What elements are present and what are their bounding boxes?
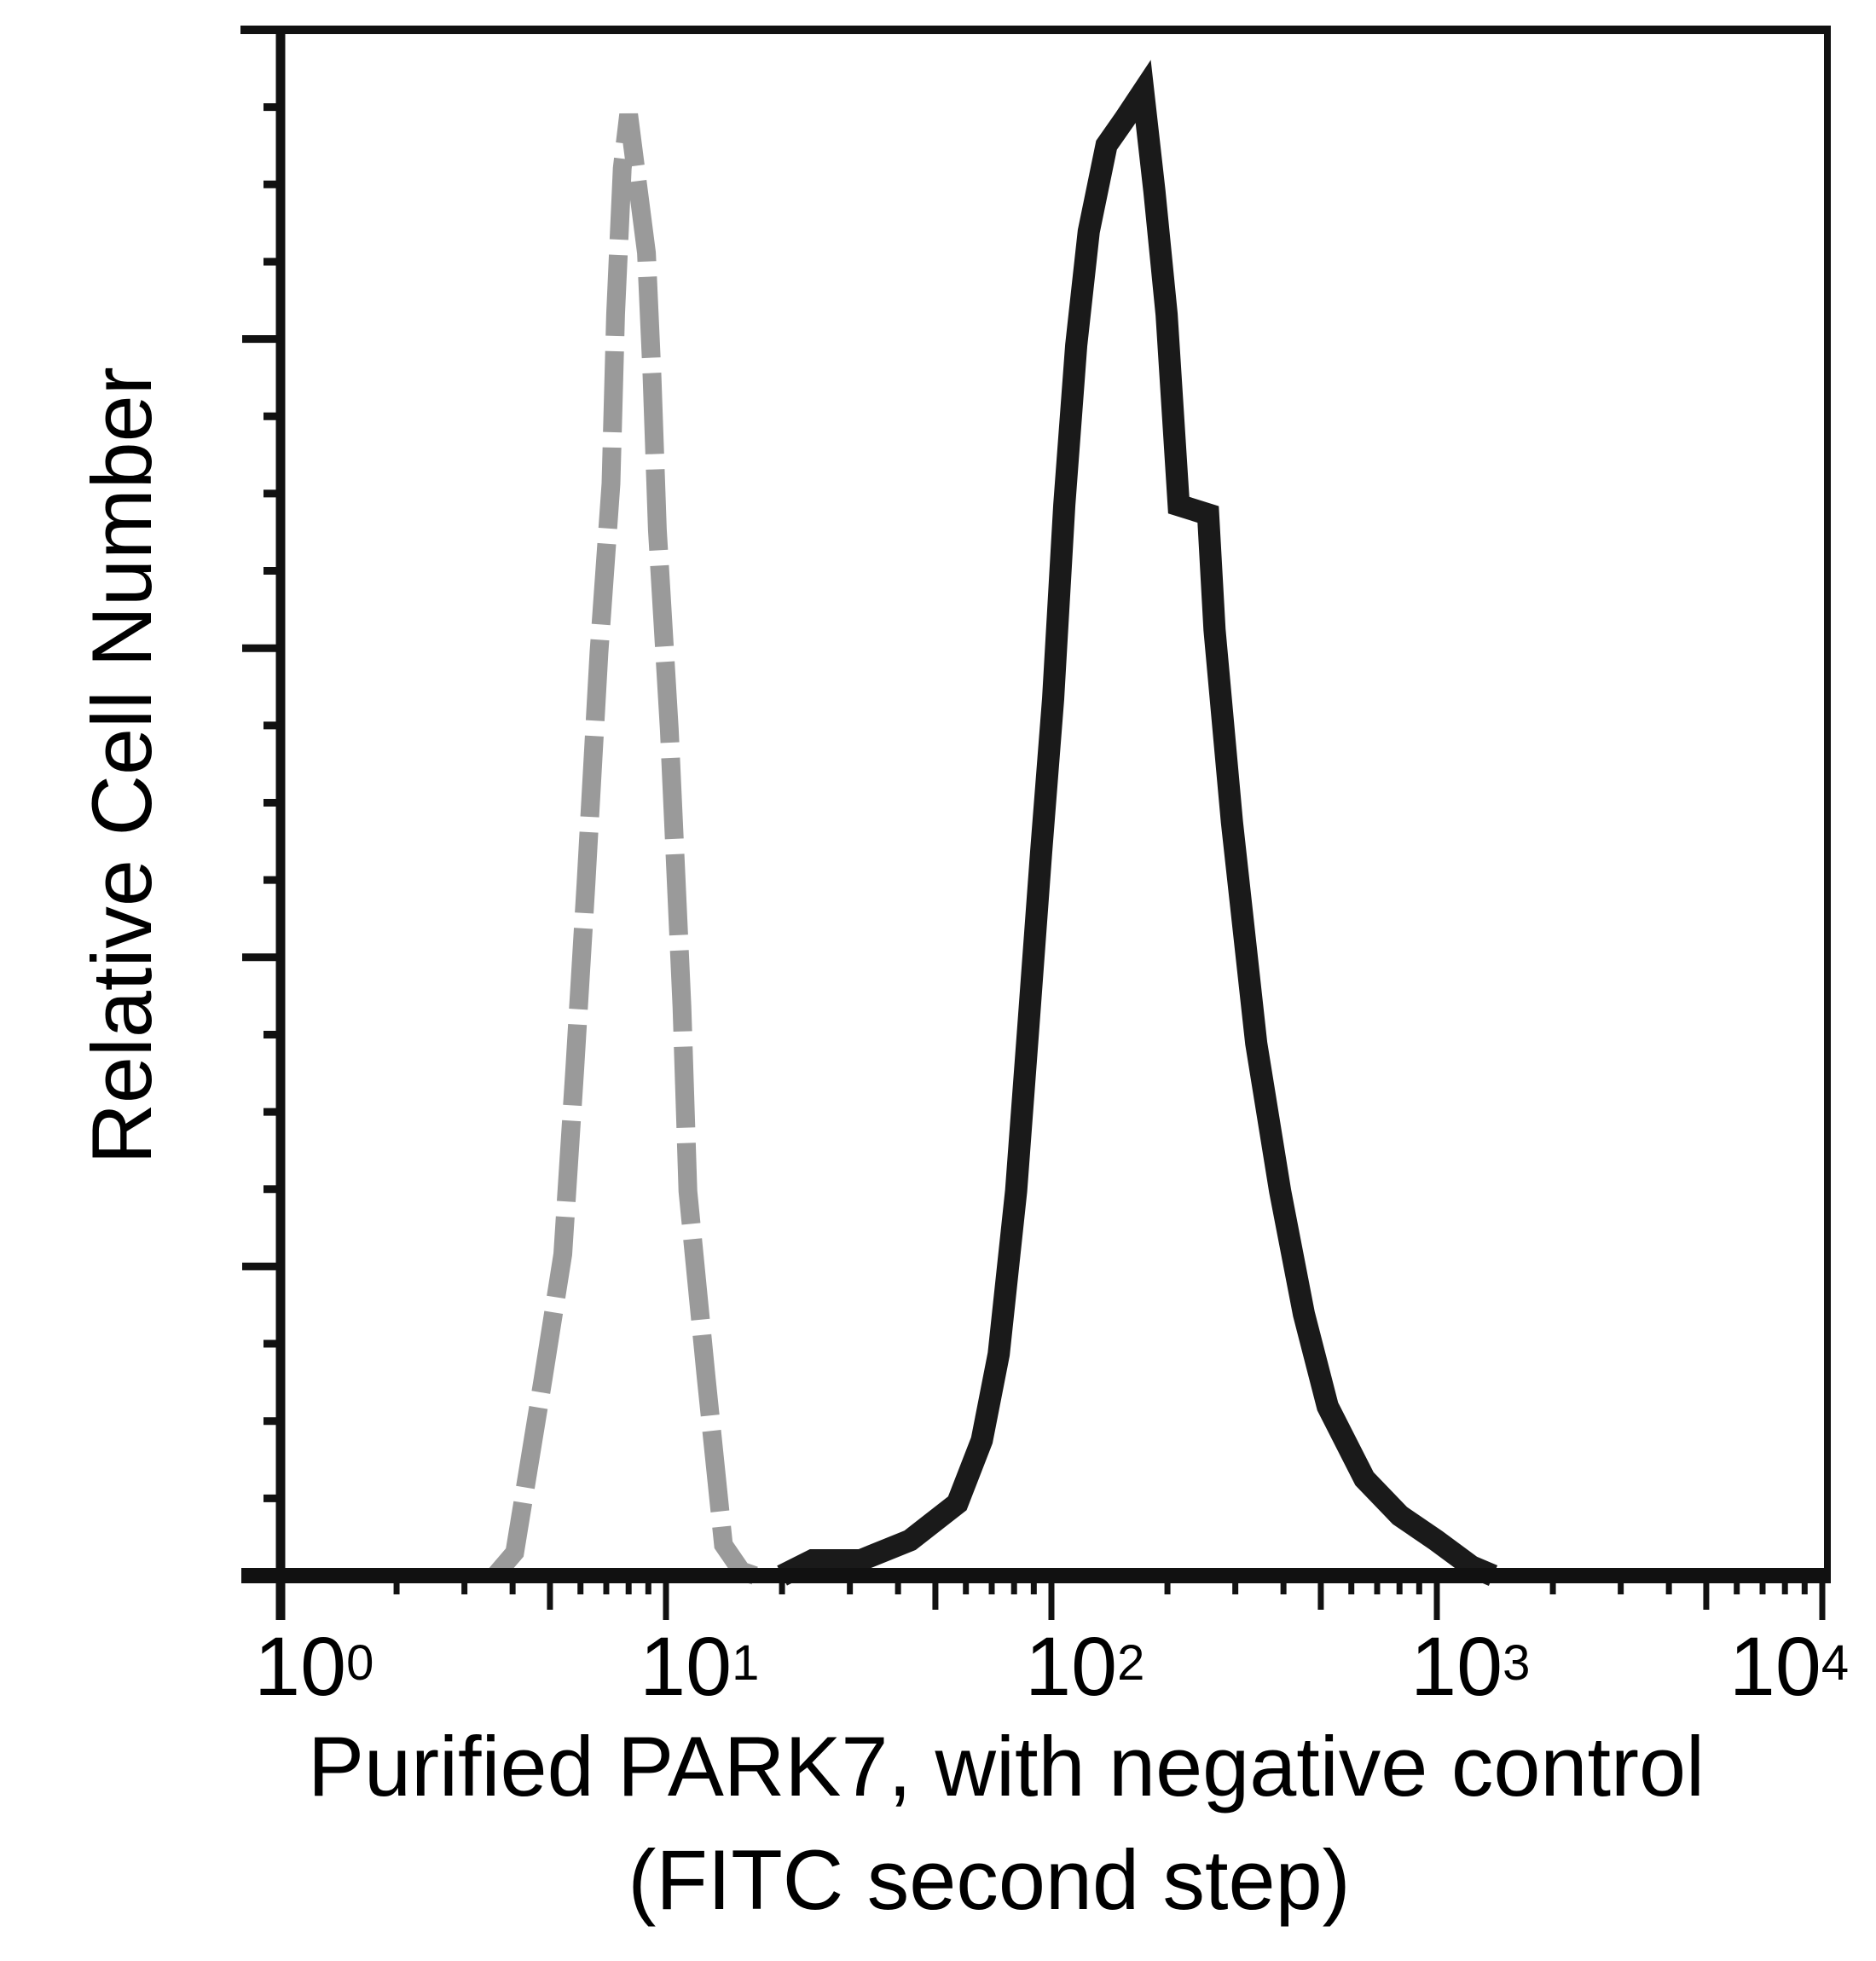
- park7-curve: [777, 60, 1498, 1586]
- negative-control-curve: [488, 113, 758, 1585]
- x-tick-label: 101: [640, 1620, 760, 1713]
- y-axis-label: Relative Cell Number: [74, 367, 169, 1165]
- axes-frame: [240, 26, 1831, 1620]
- x-tick-label: 103: [1410, 1620, 1531, 1713]
- data-series: [488, 60, 1498, 1586]
- x-axis-label-line-2: (FITC second step): [628, 1832, 1351, 1927]
- x-tick-label: 100: [254, 1620, 374, 1713]
- x-tick-label: 104: [1728, 1620, 1850, 1713]
- x-axis-label-line-1: Purified PARK7, with negative control: [308, 1719, 1705, 1813]
- x-tick-label: 102: [1025, 1620, 1145, 1713]
